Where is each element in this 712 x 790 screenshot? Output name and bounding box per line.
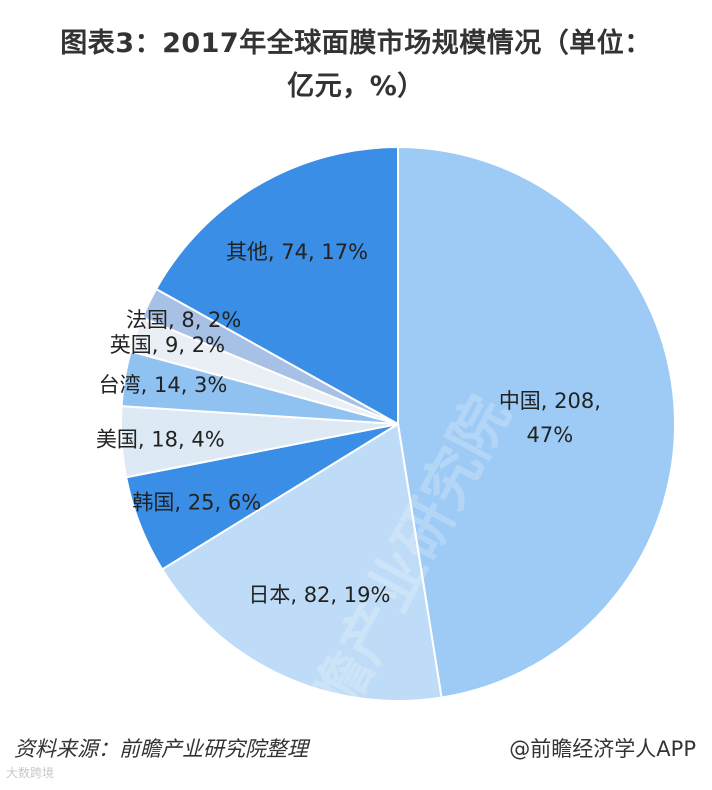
slice-label-7: 法国, 8, 2% — [126, 308, 241, 332]
pie-slice-1 — [397, 145, 676, 699]
slice-label-6: 英国, 9, 2% — [110, 333, 225, 357]
source-note: 资料来源：前瞻产业研究院整理 — [14, 737, 308, 761]
pie-slice-2 — [160, 422, 443, 702]
slice-label-3: 韩国, 25, 6% — [132, 491, 261, 515]
chart-title-line2: 亿元，%） — [287, 71, 425, 102]
slice-label-5: 台湾, 14, 3% — [99, 373, 228, 397]
credit-text: @前瞻经济学人APP — [509, 737, 696, 761]
slice-label-2: 日本, 82, 19% — [248, 583, 390, 607]
chart-title-line1: 图表3：2017年全球面膜市场规模情况（单位： — [60, 28, 652, 59]
slice-label-8: 其他, 74, 17% — [226, 240, 368, 264]
corner-watermark: 大数跨境 — [6, 766, 55, 780]
chart-title: 图表3：2017年全球面膜市场规模情况（单位： 亿元，%） — [0, 22, 712, 108]
slice-label-1: 中国, 208, 47% — [499, 389, 601, 447]
slice-label-4: 美国, 18, 4% — [96, 427, 225, 451]
pie-slice-8 — [154, 145, 399, 426]
